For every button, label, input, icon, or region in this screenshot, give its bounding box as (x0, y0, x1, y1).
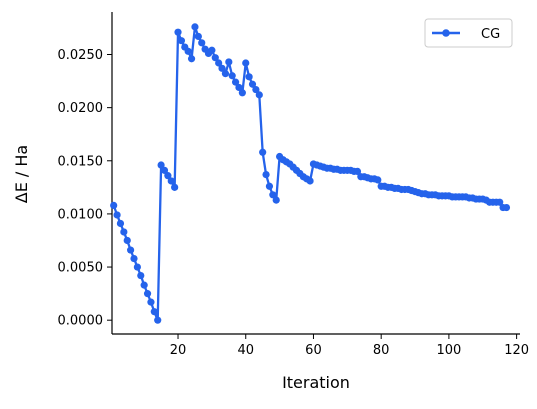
legend: CG (424, 18, 513, 48)
y-tick-label: 0.0250 (58, 48, 104, 63)
data-point (496, 198, 504, 206)
data-point (228, 72, 236, 80)
data-point (252, 85, 260, 94)
plot-area (110, 23, 511, 324)
legend-marker (442, 29, 450, 37)
data-point (171, 183, 179, 191)
data-point (160, 166, 169, 174)
y-axis-label: ΔE / Ha (12, 145, 31, 203)
data-point (154, 316, 162, 324)
data-point (127, 246, 135, 254)
data-point (157, 161, 165, 169)
data-point (150, 308, 158, 316)
y-tick-label: 0.0100 (58, 207, 104, 222)
x-tick-label: 20 (170, 343, 187, 358)
data-point (133, 263, 141, 271)
data-point (194, 32, 202, 41)
data-point (137, 271, 145, 280)
y-tick-label: 0.0000 (58, 314, 104, 329)
data-point (221, 70, 230, 78)
data-point (269, 191, 277, 199)
data-point (113, 211, 121, 219)
data-point (143, 290, 152, 298)
data-point (248, 80, 257, 88)
x-axis-ticks: 20 40 60 80 100 120 (170, 334, 529, 358)
data-point (245, 73, 253, 81)
data-point (208, 46, 216, 54)
legend-label-cg: CG (481, 27, 500, 42)
data-point (211, 54, 219, 62)
data-point (130, 254, 138, 263)
data-point (198, 39, 206, 47)
y-axis-ticks: 0.0000 0.0050 0.0100 0.0150 0.0200 0.0250 (58, 48, 112, 329)
data-point (502, 203, 511, 212)
x-tick-label: 40 (237, 343, 254, 358)
data-point (374, 176, 382, 184)
data-point (353, 167, 362, 176)
data-point (167, 177, 175, 185)
data-point (255, 91, 263, 99)
axes (111, 12, 520, 335)
data-point (262, 170, 270, 179)
data-point (218, 64, 226, 72)
data-point (242, 59, 250, 67)
x-tick-label: 100 (436, 343, 461, 358)
data-point (120, 228, 128, 236)
data-point (306, 177, 314, 185)
data-point (191, 23, 199, 31)
data-point (265, 182, 274, 190)
y-tick-label: 0.0150 (58, 154, 104, 169)
data-point (177, 37, 186, 45)
data-point (215, 59, 223, 67)
data-point (184, 47, 192, 55)
data-point (123, 236, 131, 245)
data-point (231, 78, 240, 86)
data-point (225, 58, 233, 66)
x-tick-label: 120 (504, 343, 529, 358)
series-line-cg (112, 25, 507, 322)
data-point (238, 89, 246, 97)
data-point (187, 55, 196, 63)
x-tick-label: 60 (305, 343, 322, 358)
x-axis-label: Iteration (282, 373, 350, 392)
y-tick-label: 0.0200 (58, 101, 104, 116)
data-point (272, 196, 280, 204)
x-tick-label: 80 (373, 343, 390, 358)
data-point (110, 201, 118, 210)
data-point (164, 172, 172, 180)
data-point (235, 83, 243, 92)
y-tick-label: 0.0050 (58, 261, 104, 276)
data-point (174, 28, 182, 36)
data-point (140, 281, 148, 289)
data-point (147, 298, 155, 306)
legend-box (424, 18, 513, 48)
data-point (116, 219, 125, 228)
data-point (259, 148, 267, 156)
